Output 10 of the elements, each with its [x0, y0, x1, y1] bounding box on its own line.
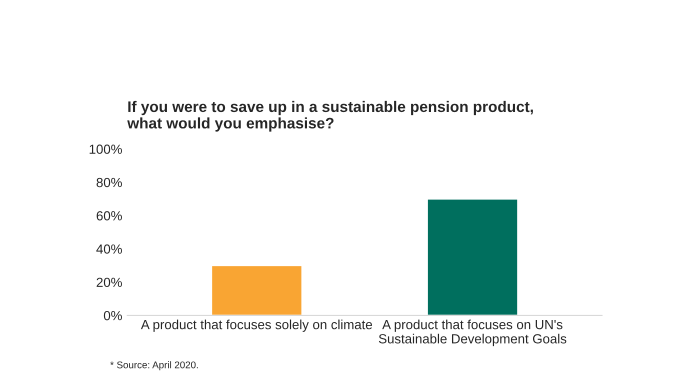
x-tick-label: A product that focuses on UN's Sustainable Development Goals: [378, 320, 566, 346]
y-tick-label: 0%: [104, 310, 122, 320]
y-tick-label: 100%: [90, 144, 122, 154]
x-tick-label: A product that focuses solely on climate: [140, 320, 372, 332]
chart-title: If you were to save up in a sustainable pension product, what would you emphasise?: [127, 100, 533, 132]
text: * Source: April 2020.: [110, 361, 198, 370]
y-tick-label: 80%: [96, 178, 122, 188]
y-tick-label: 20%: [96, 278, 122, 288]
y-tick-label: 60%: [96, 211, 122, 220]
y-tick-label: 40%: [96, 244, 122, 254]
